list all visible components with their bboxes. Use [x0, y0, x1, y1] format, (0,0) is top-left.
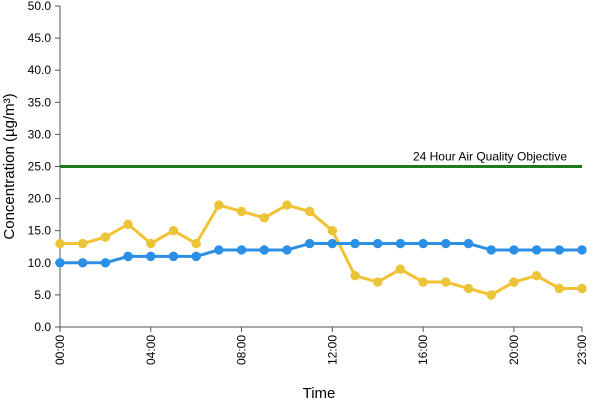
series-1-point	[123, 219, 133, 229]
series-1-point	[509, 277, 519, 287]
series-layer	[55, 200, 587, 300]
series-1-point	[259, 213, 269, 223]
series-1-point	[441, 277, 451, 287]
series-2-point	[486, 245, 496, 255]
series-1-point	[554, 283, 565, 294]
series-2-point	[350, 238, 360, 249]
series-1-point	[350, 270, 360, 281]
x-axis-ticks: 00:00 04:00 08:00 12:00 16:00 20:00 23:00	[53, 327, 589, 365]
x-tick-label: 23:00	[575, 335, 589, 365]
series-1-point	[146, 238, 156, 249]
series-2-point	[327, 238, 338, 249]
series-1-point	[486, 290, 496, 300]
y-tick-label: 30.0	[28, 127, 52, 141]
y-tick-label: 40.0	[28, 63, 52, 77]
series-2-point	[373, 238, 383, 249]
series-1-point	[282, 200, 292, 210]
y-tick-label: 45.0	[28, 31, 52, 45]
y-tick-label: 25.0	[28, 160, 52, 174]
y-tick-label: 15.0	[28, 224, 52, 238]
series-line-2	[60, 242, 582, 265]
series-2-point	[100, 258, 111, 268]
series-1-point	[531, 270, 542, 281]
series-2-point	[509, 245, 519, 255]
series-1-point	[304, 206, 315, 217]
series-1-point	[214, 200, 224, 210]
series-2-point	[123, 251, 133, 262]
y-tick-label: 20.0	[28, 192, 52, 206]
y-tick-label: 50.0	[28, 0, 52, 13]
series-1-point	[577, 283, 587, 294]
series-2-point	[418, 238, 428, 249]
y-tick-label: 5.0	[34, 288, 51, 302]
series-1-point	[373, 277, 383, 287]
series-2-point	[77, 258, 88, 268]
series-2-point	[214, 245, 224, 255]
x-tick-label: 20:00	[507, 335, 521, 365]
series-2-point	[304, 238, 315, 249]
series-1-point	[55, 238, 65, 249]
series-2-point	[531, 245, 542, 255]
series-1-point	[191, 238, 201, 249]
series-1-point	[395, 264, 406, 274]
y-axis-ticks: 0.0 5.0 10.0 15.0 20.0 25.0 30.0 35.0 40.0 45.0 50…	[28, 0, 60, 334]
series-2-point	[168, 251, 179, 262]
x-tick-label: 00:00	[53, 335, 67, 365]
series-1-point	[327, 226, 338, 236]
x-axis-title: Time	[303, 385, 336, 400]
series-1-point	[100, 232, 111, 242]
series-2-point	[191, 251, 201, 262]
series-2-point	[282, 245, 292, 255]
series-2-point	[554, 245, 565, 255]
series-2-point	[441, 238, 451, 249]
series-2-point	[236, 245, 247, 255]
series-2-point	[463, 238, 474, 249]
series-2-point	[395, 238, 406, 249]
series-1-point	[77, 238, 88, 249]
x-tick-label: 08:00	[235, 335, 249, 365]
series-2-point	[577, 245, 587, 255]
y-axis-title: Concentration (µg/m³)	[1, 93, 18, 239]
series-1-point	[463, 283, 474, 294]
y-tick-label: 0.0	[34, 320, 51, 334]
x-tick-label: 16:00	[416, 335, 430, 365]
air-quality-objective-label: 24 Hour Air Quality Objective	[413, 150, 567, 164]
y-tick-label: 10.0	[28, 256, 52, 270]
series-2-point	[55, 258, 65, 268]
series-2-point	[259, 245, 269, 255]
y-tick-label: 35.0	[28, 95, 52, 109]
series-1-point	[168, 226, 179, 236]
x-tick-label: 12:00	[325, 335, 339, 365]
series-1-point	[236, 206, 247, 217]
series-1-point	[418, 277, 428, 287]
x-tick-label: 04:00	[144, 335, 158, 365]
series-2-point	[146, 251, 156, 262]
